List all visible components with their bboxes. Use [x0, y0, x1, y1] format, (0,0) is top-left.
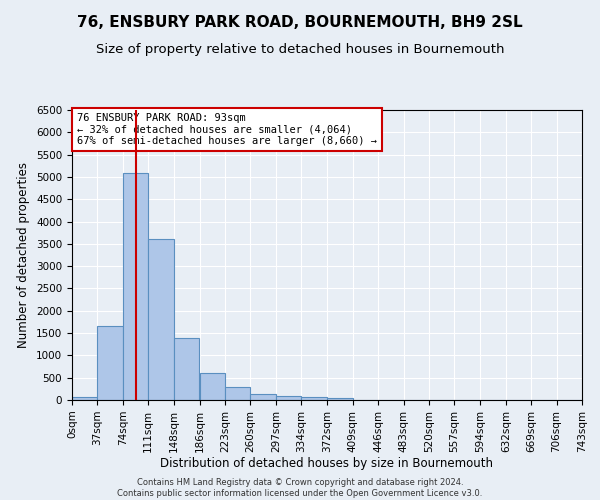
- Bar: [200, 373, 225, 400]
- Bar: [276, 396, 301, 400]
- Bar: [328, 398, 353, 400]
- Text: Contains HM Land Registry data © Crown copyright and database right 2024.
Contai: Contains HM Land Registry data © Crown c…: [118, 478, 482, 498]
- Bar: [148, 240, 173, 400]
- Text: 76, ENSBURY PARK ROAD, BOURNEMOUTH, BH9 2SL: 76, ENSBURY PARK ROAD, BOURNEMOUTH, BH9 …: [77, 15, 523, 30]
- Y-axis label: Number of detached properties: Number of detached properties: [17, 162, 31, 348]
- Bar: [97, 326, 123, 400]
- Bar: [173, 338, 199, 400]
- Bar: [301, 397, 326, 400]
- Bar: [250, 394, 276, 400]
- X-axis label: Distribution of detached houses by size in Bournemouth: Distribution of detached houses by size …: [161, 458, 493, 470]
- Bar: [225, 387, 250, 400]
- Text: Size of property relative to detached houses in Bournemouth: Size of property relative to detached ho…: [96, 42, 504, 56]
- Text: 76 ENSBURY PARK ROAD: 93sqm
← 32% of detached houses are smaller (4,064)
67% of : 76 ENSBURY PARK ROAD: 93sqm ← 32% of det…: [77, 113, 377, 146]
- Bar: [72, 398, 97, 400]
- Bar: [123, 174, 148, 400]
